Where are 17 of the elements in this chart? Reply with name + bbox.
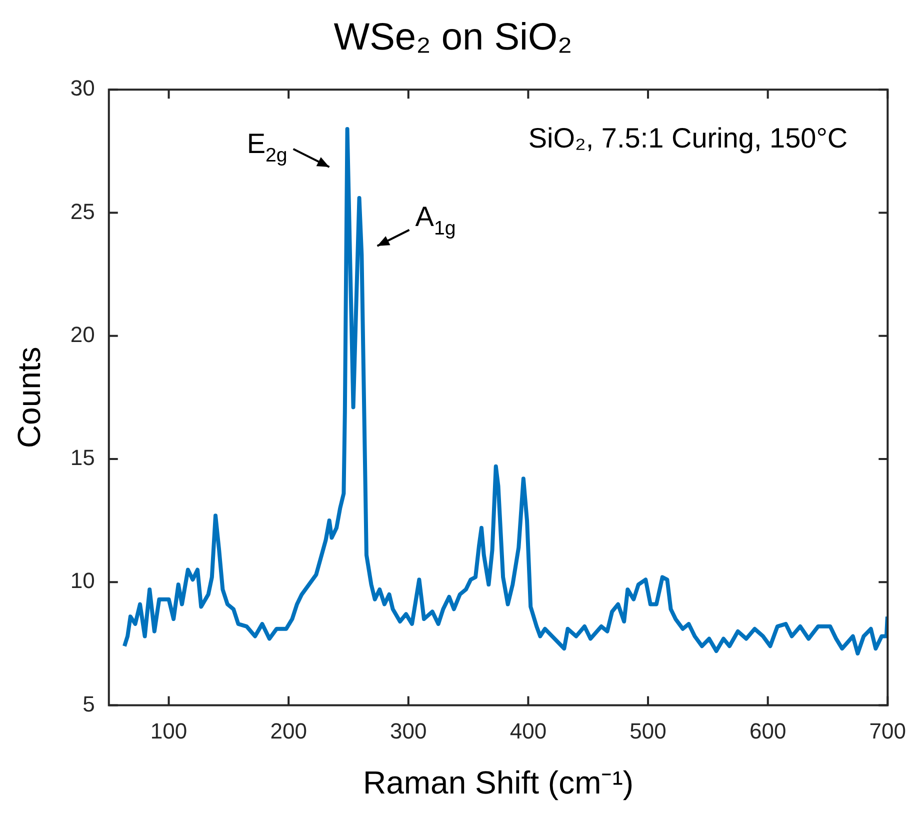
x-tick-label: 600 [749,718,786,744]
y-tick-label: 30 [70,76,95,101]
y-tick-label: 25 [70,198,95,224]
annotation: SiO₂, 7.5:1 Curing, 150°C [528,122,848,154]
x-axis-title: Raman Shift (cm⁻¹) [362,764,634,801]
x-tick-label: 400 [510,718,547,744]
x-tick-label: 300 [390,718,427,744]
y-tick-label: 10 [70,568,95,594]
x-tick-label: 500 [630,718,666,744]
y-axis-title: Counts [11,346,48,448]
x-tick-label: 100 [150,718,188,744]
chart-title: WSe₂ on SiO₂ [334,16,572,58]
y-tick-label: 15 [70,445,95,470]
y-tick-label: 5 [82,691,95,716]
y-tick-label: 20 [70,322,95,347]
x-tick-label: 700 [869,718,906,744]
x-tick-label: 200 [270,718,307,744]
